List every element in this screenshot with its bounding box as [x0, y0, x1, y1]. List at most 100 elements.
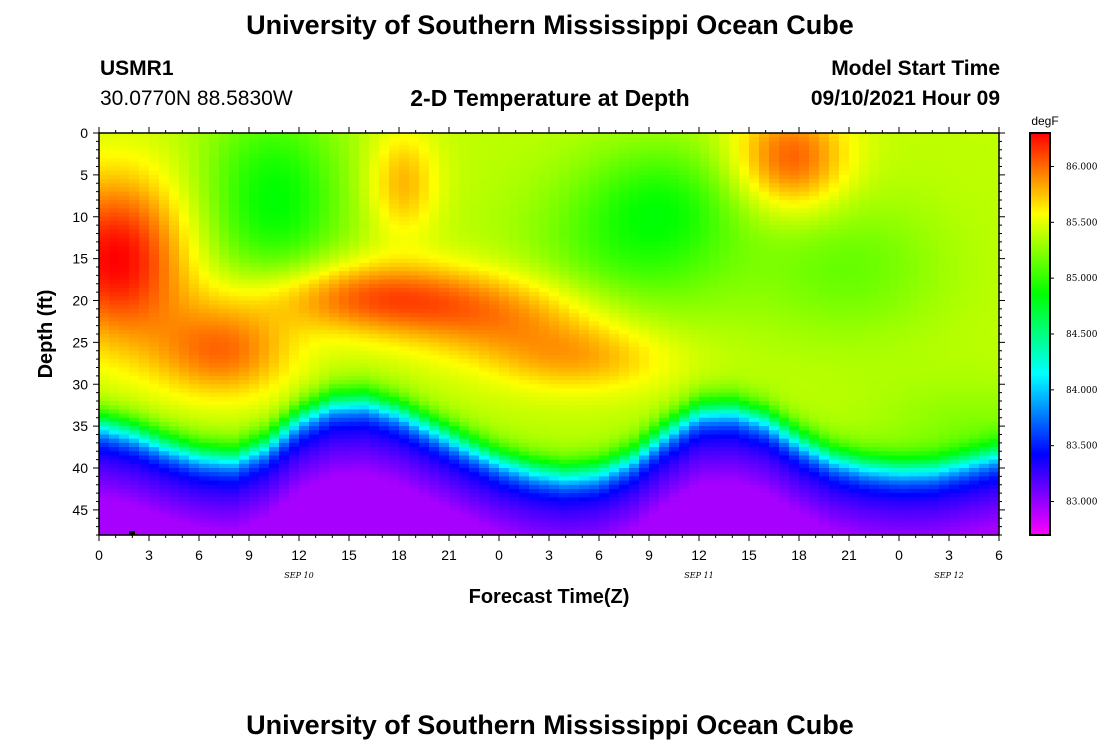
heatmap-cell: [279, 480, 290, 486]
heatmap-cell: [249, 308, 260, 314]
heatmap-cell: [369, 338, 380, 343]
heatmap-cell: [419, 258, 430, 264]
heatmap-cell: [449, 279, 460, 285]
heatmap-cell: [249, 300, 260, 306]
heatmap-cell: [469, 133, 480, 138]
heatmap-cell: [119, 363, 130, 369]
heatmap-cell: [609, 530, 620, 536]
heatmap-cell: [199, 225, 210, 230]
heatmap-cell: [389, 287, 400, 293]
heatmap-cell: [449, 405, 460, 410]
heatmap-cell: [479, 225, 490, 230]
heatmap-cell: [429, 388, 440, 394]
heatmap-cell: [159, 447, 170, 452]
heatmap-cell: [169, 388, 180, 394]
heatmap-cell: [309, 212, 320, 218]
heatmap-cell: [529, 459, 540, 465]
heatmap-cell: [459, 283, 470, 289]
heatmap-cell: [109, 522, 120, 528]
heatmap-cell: [299, 141, 310, 147]
heatmap-cell: [289, 212, 300, 218]
heatmap-cell: [599, 325, 610, 331]
heatmap-cell: [149, 509, 160, 515]
heatmap-cell: [239, 509, 250, 515]
heatmap-cell: [589, 275, 600, 281]
heatmap-cell: [329, 254, 340, 260]
heatmap-cell: [179, 258, 190, 264]
heatmap-cell: [199, 162, 210, 168]
heatmap-cell: [449, 526, 460, 532]
heatmap-cell: [579, 275, 590, 281]
heatmap-cell: [129, 145, 140, 151]
heatmap-cell: [469, 241, 480, 247]
heatmap-cell: [409, 153, 420, 159]
heatmap-cell: [369, 296, 380, 302]
heatmap-cell: [469, 308, 480, 314]
heatmap-cell: [239, 179, 250, 184]
heatmap-cell: [109, 229, 120, 235]
heatmap-cell: [309, 396, 320, 402]
heatmap-cell: [229, 220, 240, 226]
heatmap-cell: [549, 417, 560, 423]
heatmap-cell: [549, 174, 560, 180]
heatmap-cell: [179, 204, 190, 209]
heatmap-cell: [379, 317, 390, 323]
heatmap-cell: [229, 526, 240, 532]
heatmap-cell: [119, 451, 130, 457]
heatmap-cell: [129, 497, 140, 503]
heatmap-cell: [449, 518, 460, 524]
heatmap-cell: [519, 497, 530, 503]
heatmap-cell: [359, 493, 370, 498]
heatmap-cell: [369, 229, 380, 235]
heatmap-cell: [179, 480, 190, 486]
heatmap-cell: [479, 367, 490, 373]
heatmap-cell: [549, 409, 560, 415]
heatmap-cell: [189, 216, 200, 222]
heatmap-cell: [359, 133, 370, 138]
heatmap-cell: [489, 442, 500, 448]
heatmap-cell: [509, 367, 520, 373]
heatmap-cell: [159, 321, 170, 327]
heatmap-cell: [459, 367, 470, 373]
heatmap-cell: [259, 158, 270, 163]
heatmap-cell: [109, 166, 120, 172]
heatmap-cell: [189, 262, 200, 268]
heatmap-cell: [609, 225, 620, 230]
heatmap-cell: [159, 158, 170, 163]
heatmap-cell: [569, 145, 580, 151]
heatmap-cell: [109, 279, 120, 285]
heatmap-cell: [459, 480, 470, 486]
heatmap-cell: [149, 204, 160, 209]
heatmap-cell: [129, 354, 140, 360]
heatmap-cell: [379, 141, 390, 147]
heatmap-cell: [359, 426, 370, 431]
heatmap-cell: [539, 212, 550, 218]
heatmap-cell: [159, 208, 170, 214]
heatmap-cell: [269, 375, 280, 381]
heatmap-cell: [119, 296, 130, 302]
heatmap-cell: [249, 493, 260, 498]
heatmap-cell: [499, 388, 510, 394]
heatmap-cell: [379, 518, 390, 524]
heatmap-cell: [409, 308, 420, 314]
heatmap-cell: [409, 434, 420, 440]
heatmap-cell: [319, 430, 330, 436]
heatmap-cell: [339, 413, 350, 419]
heatmap-cell: [339, 363, 350, 369]
heatmap-cell: [99, 208, 110, 214]
heatmap-cell: [399, 250, 410, 256]
heatmap-cell: [579, 375, 590, 381]
heatmap-cell: [209, 300, 220, 306]
heatmap-cell: [319, 417, 330, 423]
heatmap-cell: [279, 258, 290, 264]
heatmap-cell: [579, 392, 590, 398]
heatmap-cell: [329, 317, 340, 323]
heatmap-cell: [279, 380, 290, 385]
heatmap-cell: [159, 275, 170, 281]
heatmap-cell: [159, 174, 170, 180]
heatmap-cell: [409, 162, 420, 168]
heatmap-cell: [259, 338, 270, 343]
heatmap-cell: [229, 417, 240, 423]
heatmap-cell: [489, 367, 500, 373]
heatmap-cell: [579, 237, 590, 243]
